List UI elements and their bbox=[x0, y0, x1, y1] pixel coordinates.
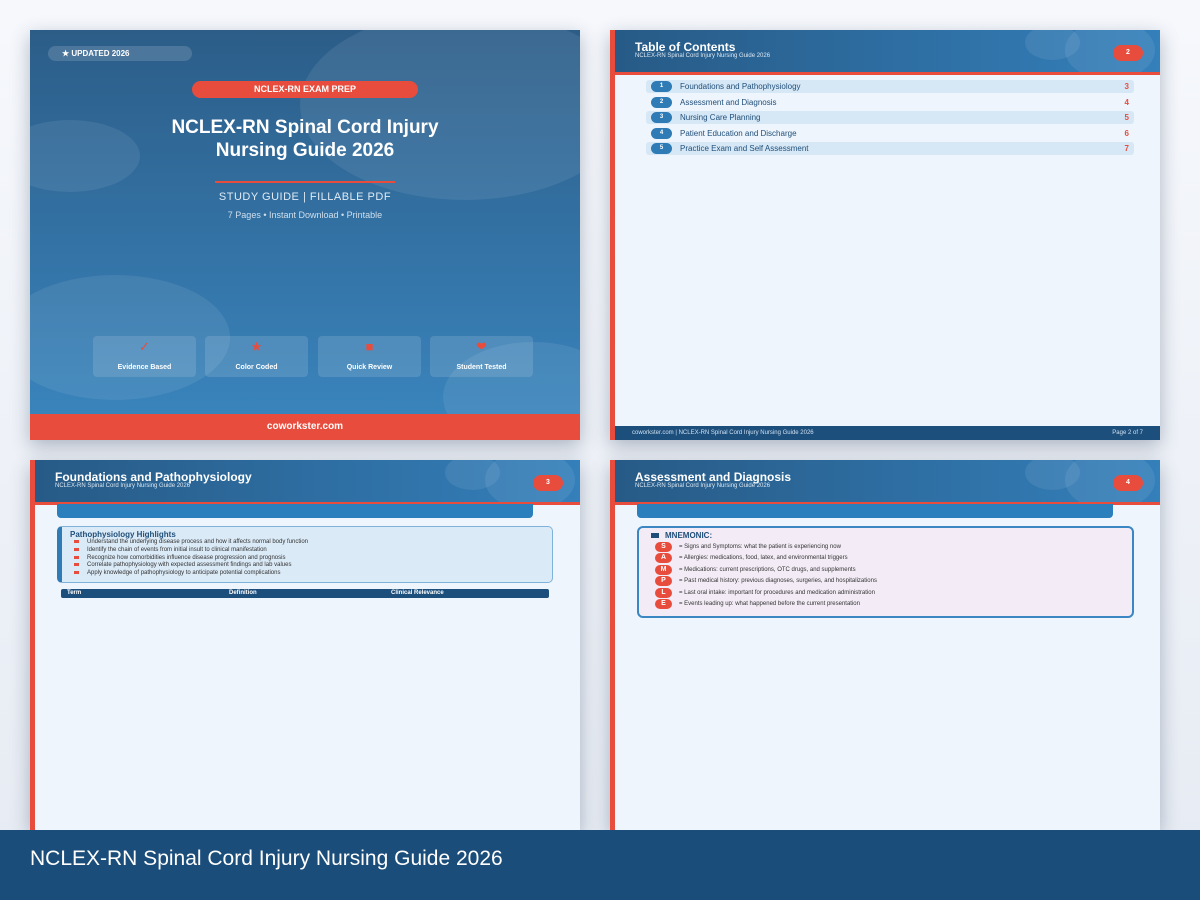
cover-meta: 7 Pages • Instant Download • Printable bbox=[227, 210, 383, 220]
page-title: Assessment and Diagnosis bbox=[635, 470, 792, 484]
page-4: Assessment and Diagnosis NCLEX-RN Spinal … bbox=[610, 460, 1160, 830]
mnemonic-row: L = Last oral intake: important for proce… bbox=[639, 587, 1132, 599]
cover-subtitle: STUDY GUIDE | FILLABLE PDF bbox=[218, 191, 392, 203]
mnemonic-row: M = Medications: current prescriptions, O… bbox=[639, 564, 1132, 576]
updated-badge: ★ UPDATED 2026 bbox=[48, 46, 192, 61]
toc-item[interactable]: 4 Patient Education and Discharge 6 bbox=[646, 127, 1134, 140]
heart-icon: ❤ bbox=[476, 339, 487, 354]
page-header: Table of Contents NCLEX-RN Spinal Cord In… bbox=[615, 30, 1160, 75]
page-header: Foundations and Pathophysiology NCLEX-RN … bbox=[35, 460, 580, 505]
page-title: Foundations and Pathophysiology bbox=[55, 470, 252, 484]
page-subtitle: NCLEX-RN Spinal Cord Injury Nursing Guid… bbox=[635, 53, 771, 59]
feature-color-coded: ★ Color Coded bbox=[205, 336, 308, 377]
toc-item[interactable]: 2 Assessment and Diagnosis 4 bbox=[646, 96, 1134, 109]
highlights-box: Pathophysiology Highlights Understand th… bbox=[57, 526, 553, 583]
bullet: Understand the underlying disease proces… bbox=[74, 539, 552, 547]
mnemonic-row: S = Signs and Symptoms: what the patient … bbox=[639, 542, 1132, 553]
star-icon: ★ bbox=[250, 339, 263, 354]
toc-item[interactable]: 5 Practice Exam and Self Assessment 7 bbox=[646, 142, 1134, 155]
toc-item[interactable]: 3 Nursing Care Planning 5 bbox=[646, 111, 1134, 124]
mnemonic-row: A = Allergies: medications, food, latex, … bbox=[639, 553, 1132, 564]
feature-student-tested: ❤ Student Tested bbox=[430, 336, 533, 377]
page-number-badge: 4 bbox=[1113, 475, 1143, 491]
table-header: Term Definition Clinical Relevance bbox=[61, 589, 549, 598]
book-icon: ■ bbox=[365, 339, 374, 354]
feature-evidence-based: ✓ Evidence Based bbox=[93, 336, 196, 377]
toc-page: Table of Contents NCLEX-RN Spinal Cord In… bbox=[610, 30, 1160, 440]
check-icon: ✓ bbox=[139, 339, 150, 354]
bullet: Recognize how comorbidities influence di… bbox=[74, 555, 552, 563]
divider bbox=[215, 181, 395, 183]
product-title-banner: NCLEX-RN Spinal Cord Injury Nursing Guid… bbox=[0, 830, 1200, 900]
page-header: Assessment and Diagnosis NCLEX-RN Spinal … bbox=[615, 460, 1160, 505]
mnemonic-row: E = Events leading up: what happened befo… bbox=[639, 598, 1132, 610]
page-3: Foundations and Pathophysiology NCLEX-RN … bbox=[30, 460, 580, 830]
section-bar bbox=[637, 504, 1113, 518]
bullet: Apply knowledge of pathophysiology to an… bbox=[74, 570, 552, 578]
page-title: Table of Contents bbox=[635, 40, 736, 54]
mnemonic-box: MNEMONIC: S = Signs and Symptoms: what th… bbox=[637, 526, 1134, 618]
page-subtitle: NCLEX-RN Spinal Cord Injury Nursing Guid… bbox=[55, 483, 191, 489]
page-subtitle: NCLEX-RN Spinal Cord Injury Nursing Guid… bbox=[635, 483, 771, 489]
feature-quick-review: ■ Quick Review bbox=[318, 336, 421, 377]
section-bar bbox=[57, 504, 533, 518]
page-number-badge: 2 bbox=[1113, 45, 1143, 61]
cover-title: NCLEX-RN Spinal Cord Injury Nursing Guide… bbox=[171, 117, 439, 161]
page-footer: coworkster.com | NCLEX-RN Spinal Cord In… bbox=[615, 426, 1160, 440]
cover-footer: coworkster.com bbox=[30, 414, 580, 440]
toc-item[interactable]: 1 Foundations and Pathophysiology 3 bbox=[646, 80, 1134, 93]
bullet: Identify the chain of events from initia… bbox=[74, 547, 552, 555]
bullet: Correlate pathophysiology with expected … bbox=[74, 562, 552, 570]
mnemonic-row: P = Past medical history: previous diagno… bbox=[639, 576, 1132, 587]
exam-prep-tag: NCLEX-RN EXAM PREP bbox=[192, 81, 418, 98]
page-number-badge: 3 bbox=[533, 475, 563, 491]
cover-page: ★ UPDATED 2026 NCLEX-RN EXAM PREP NCLEX-… bbox=[30, 30, 580, 440]
